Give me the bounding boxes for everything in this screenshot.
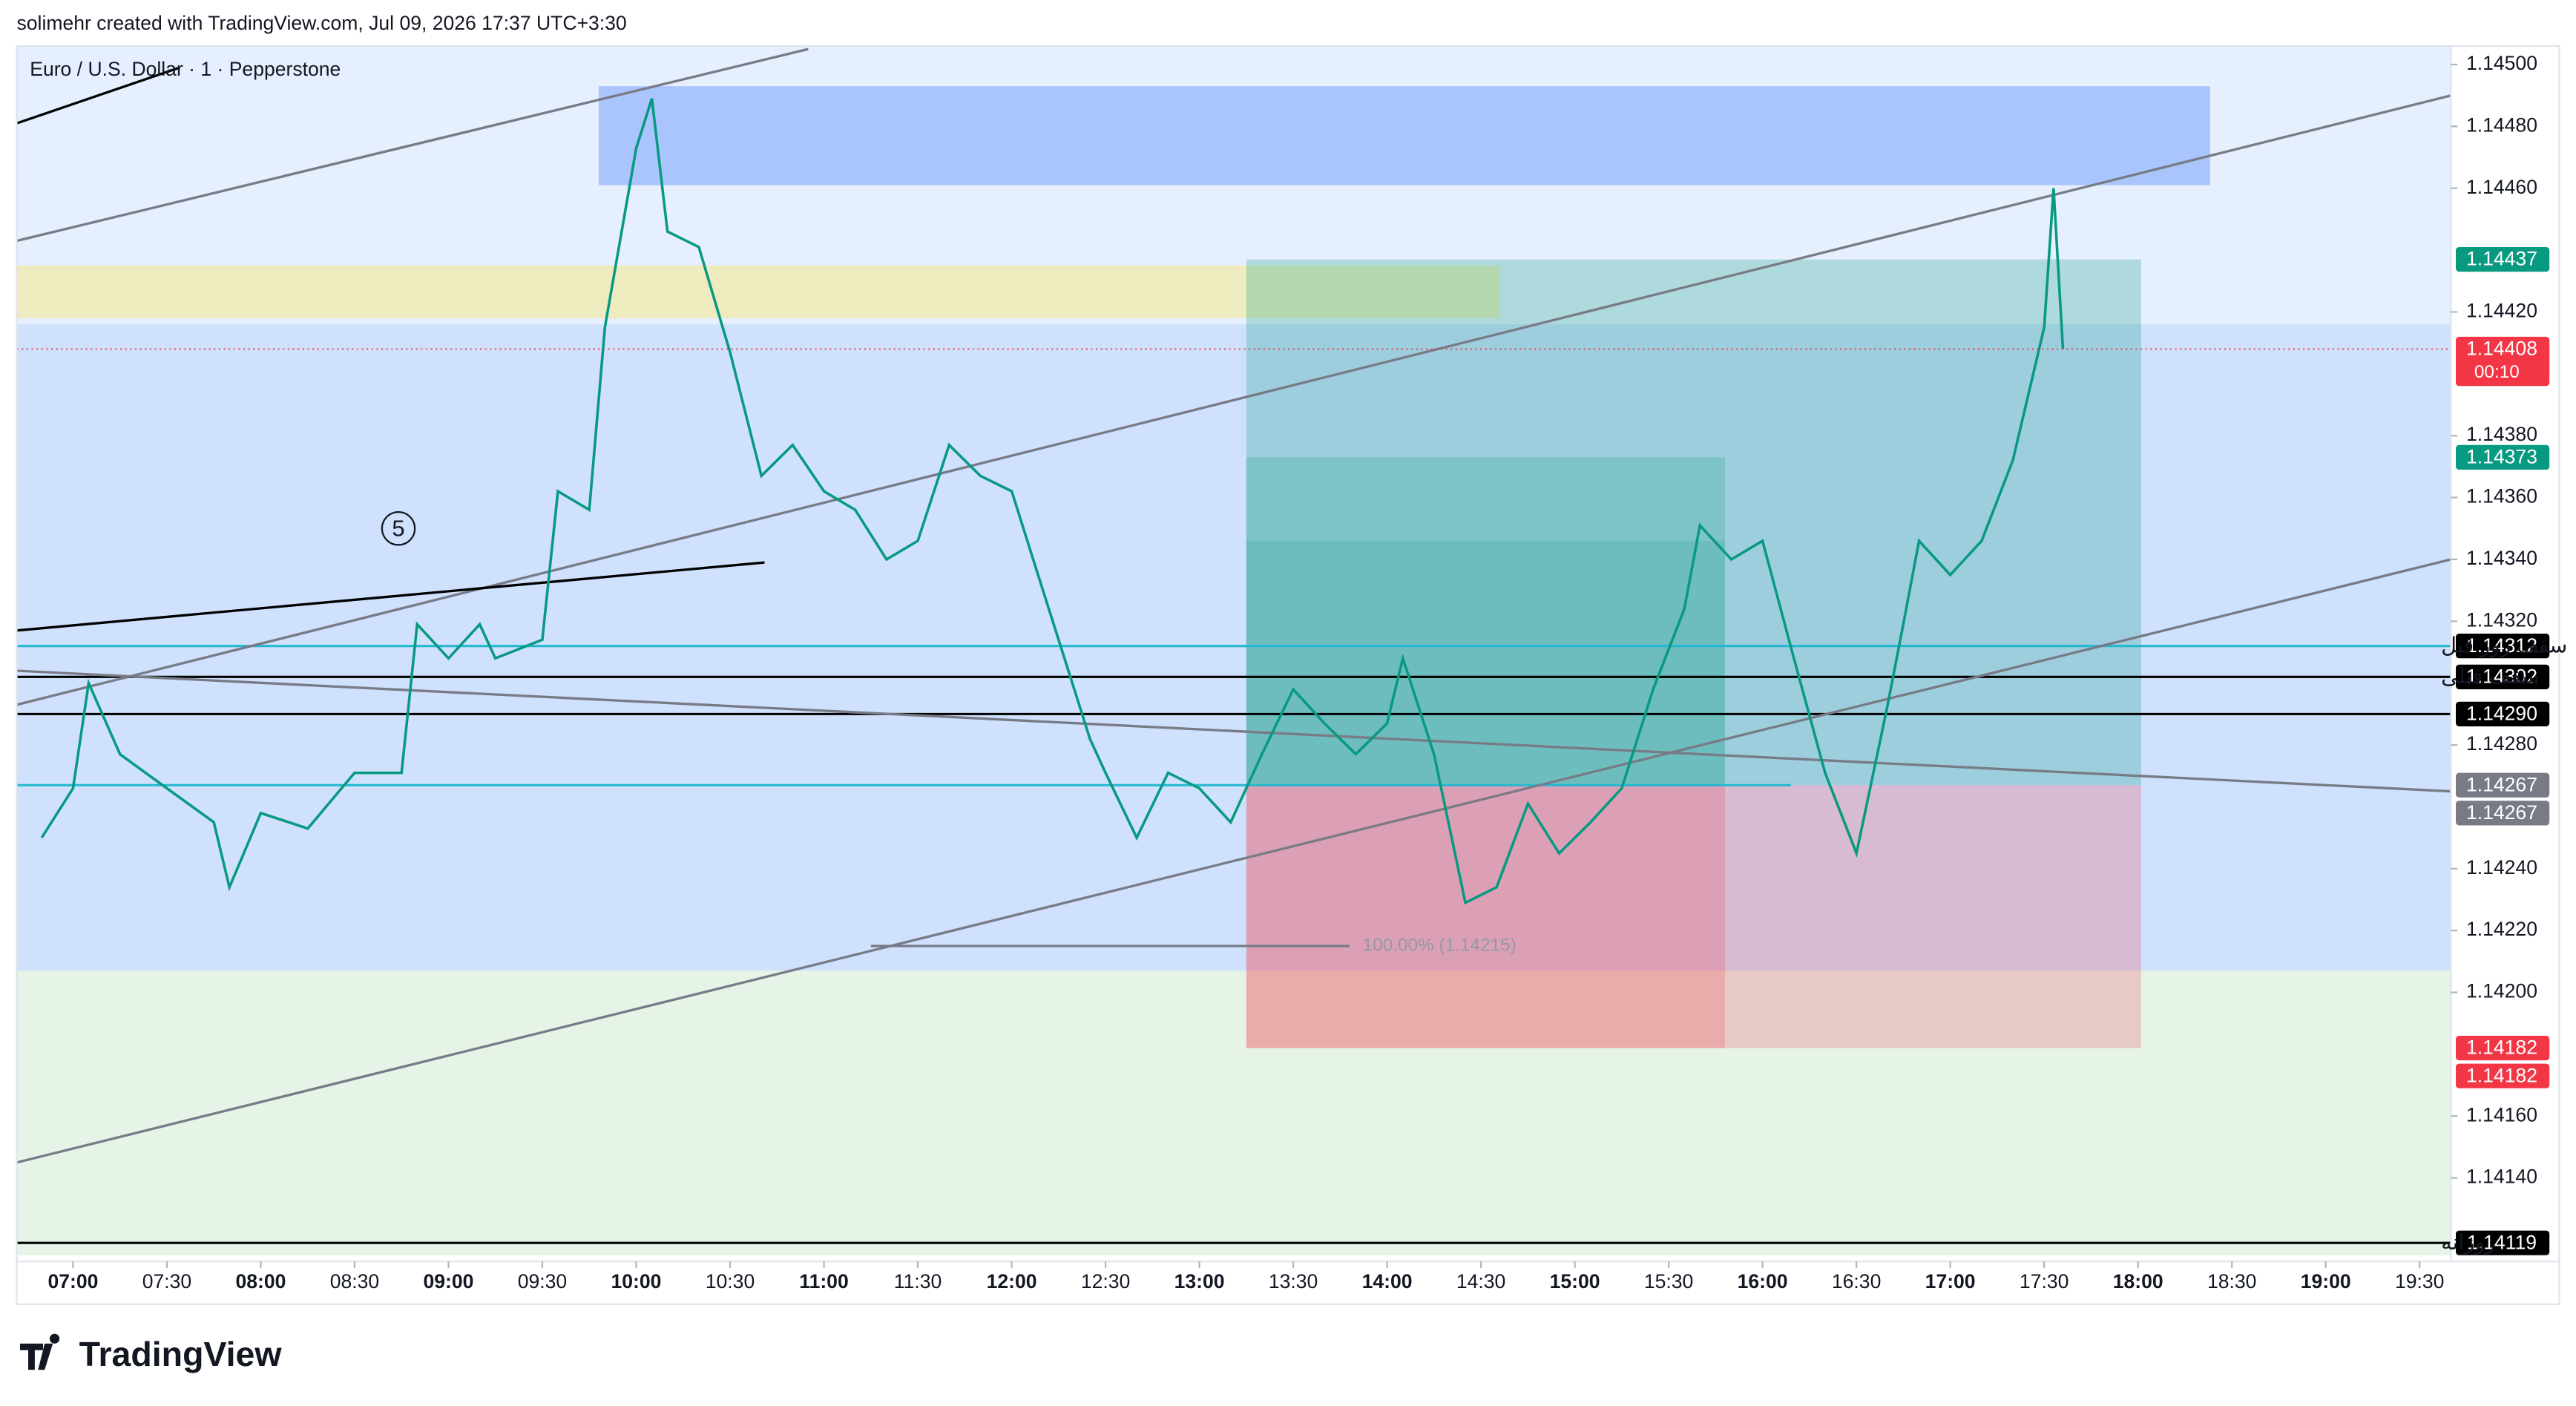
price-marker-countdown: 00:10	[2474, 362, 2520, 382]
zone	[16, 324, 2451, 971]
zone	[1246, 785, 1726, 1048]
x-tick-label: 17:30	[2020, 1270, 2069, 1292]
y-tick-label: 1.14480	[2466, 114, 2537, 136]
plot-area: 100.00% (1.14215)	[16, 45, 2451, 1255]
x-tick-label: 19:30	[2395, 1270, 2444, 1292]
y-tick-label: 1.14160	[2466, 1103, 2537, 1126]
drawing-label: 100.00% (1.14215)	[1363, 935, 1517, 955]
price-marker	[2456, 336, 2550, 387]
annotation: 5	[392, 516, 404, 542]
price-marker	[2456, 247, 2550, 272]
x-tick-label: 16:30	[1832, 1270, 1881, 1292]
level-label: سقف روز قبل	[2441, 634, 2567, 657]
price-marker-label: 1.14312	[2466, 634, 2537, 657]
price-marker-label: 1.14437	[2466, 248, 2537, 270]
y-tick-label: 1.14380	[2466, 423, 2537, 445]
x-tick-label: 07:00	[47, 1270, 98, 1292]
y-tick-label: 1.14140	[2466, 1166, 2537, 1188]
y-tick-label: 1.14280	[2466, 732, 2537, 755]
x-tick-label: 18:30	[2207, 1270, 2256, 1292]
zone	[1246, 785, 2141, 1048]
logo: TradingView	[19, 1333, 283, 1373]
x-tick-label: 08:00	[236, 1270, 286, 1292]
price-marker-label: 1.14267	[2466, 801, 2537, 824]
x-tick-label: 08:30	[330, 1270, 379, 1292]
price-marker	[2456, 664, 2550, 689]
logo-icon	[19, 1333, 60, 1370]
zone	[1246, 259, 2141, 786]
x-tick-label: 11:00	[799, 1270, 848, 1292]
price-line	[40, 98, 2065, 905]
x-tick-label: 11:30	[894, 1270, 942, 1292]
trend-line	[16, 669, 2451, 793]
x-tick-label: 10:30	[706, 1270, 755, 1292]
x-tick-label: 14:30	[1456, 1270, 1505, 1292]
x-tick-label: 18:00	[2113, 1270, 2163, 1292]
price-marker	[2456, 1230, 2550, 1255]
price-marker-label: 1.14408	[2466, 338, 2537, 360]
zone	[598, 86, 2210, 185]
y-tick-label: 1.14500	[2466, 52, 2537, 74]
price-marker	[2456, 1063, 2550, 1088]
x-tick-label: 10:00	[611, 1270, 662, 1292]
x-tick-label: 19:00	[2301, 1270, 2351, 1292]
y-tick-label: 1.14460	[2466, 176, 2537, 198]
y-tick-label: 1.14220	[2466, 918, 2537, 940]
y-tick-label: 1.14200	[2466, 980, 2537, 1002]
frame	[16, 45, 2560, 1305]
x-tick-label: 07:30	[142, 1270, 191, 1292]
x-tick-label: 09:00	[424, 1270, 474, 1292]
y-tick-label: 1.14320	[2466, 608, 2537, 631]
trend-line	[16, 561, 765, 632]
price-marker	[2456, 444, 2550, 470]
price-marker-label: 1.14119	[2467, 1231, 2537, 1253]
price-marker-label: 1.14267	[2466, 773, 2537, 795]
x-tick-label: 13:30	[1269, 1270, 1318, 1292]
price-marker	[2456, 701, 2550, 726]
price-marker-label: 1.14302	[2466, 665, 2537, 687]
caption: solimehr created with TradingView.com, J…	[17, 12, 627, 34]
level-label: سقف قبلی	[2441, 665, 2539, 689]
level-label: روزانه	[2441, 1231, 2495, 1255]
x-tick-label: 14:00	[1362, 1270, 1413, 1292]
price-marker-label: 1.14182	[2466, 1064, 2537, 1086]
x-tick-label: 16:00	[1738, 1270, 1788, 1292]
trend-line	[16, 558, 2451, 1164]
x-tick-label: 09:30	[518, 1270, 567, 1292]
trend-line	[16, 66, 180, 125]
trend-line	[16, 47, 809, 243]
y-tick-label: 1.14340	[2466, 547, 2537, 569]
trend-line	[16, 94, 2451, 706]
price-marker	[2456, 634, 2550, 659]
price-marker-label: 1.14290	[2466, 702, 2537, 724]
price-marker-label: 1.14373	[2466, 446, 2537, 468]
x-tick-label: 15:30	[1644, 1270, 1693, 1292]
price-marker-label: 1.14182	[2466, 1037, 2537, 1059]
x-tick-label: 15:00	[1550, 1270, 1600, 1292]
x-tick-label: 13:00	[1174, 1270, 1225, 1292]
price-marker	[2456, 772, 2550, 798]
y-tick-label: 1.14360	[2466, 485, 2537, 507]
zone	[16, 265, 1500, 318]
y-tick-label: 1.14420	[2466, 299, 2537, 321]
x-tick-label: 12:30	[1081, 1270, 1130, 1292]
zone	[16, 970, 2451, 1255]
annotation-circle	[381, 511, 416, 546]
y-tick-label: 1.14240	[2466, 856, 2537, 878]
price-marker	[2456, 1035, 2550, 1061]
x-tick-label: 17:00	[1925, 1270, 1976, 1292]
zone	[1246, 457, 1726, 786]
x-tick-label: 12:00	[987, 1270, 1037, 1292]
brand: TradingView	[79, 1335, 283, 1373]
zone	[1246, 540, 1726, 786]
price-marker	[2456, 801, 2550, 826]
chart-title: Euro / U.S. Dollar · 1 · Pepperstone	[30, 58, 341, 80]
